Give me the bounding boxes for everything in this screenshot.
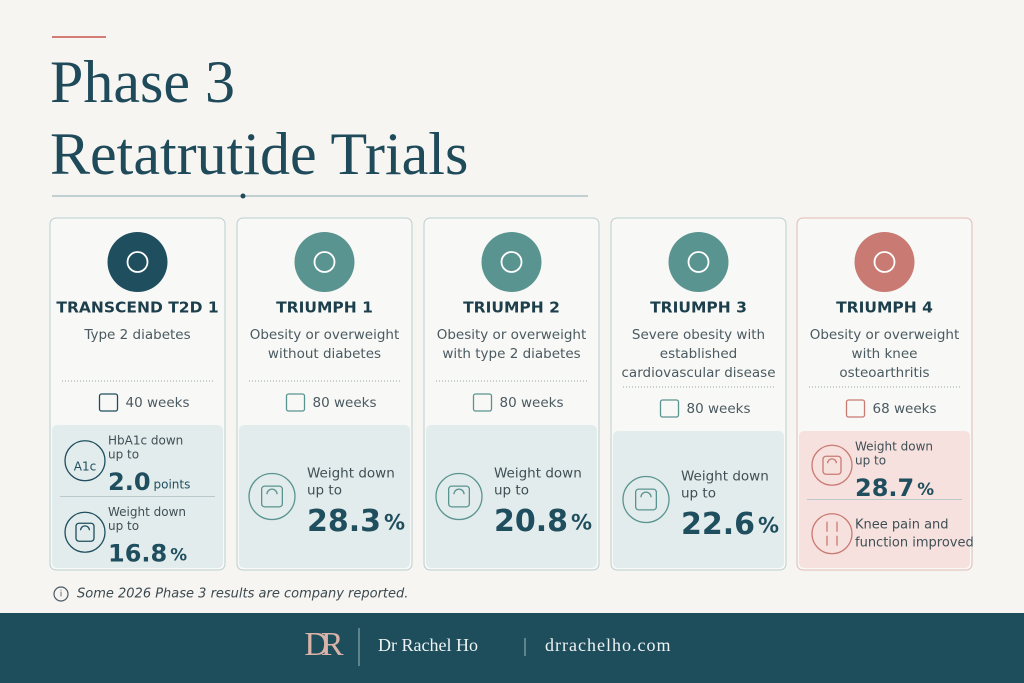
calendar-icon — [285, 393, 306, 412]
rule-dot — [240, 193, 246, 199]
trial-name: TRANSCEND T2D 1 — [56, 299, 218, 317]
card-icon-glyph — [126, 251, 149, 273]
trial-name: TRIUMPH 3 — [650, 299, 747, 317]
card-icon-glyph — [873, 251, 896, 273]
title-line: Phase 3 — [50, 49, 235, 115]
trial-name: TRIUMPH 1 — [276, 299, 373, 317]
result-unit: % — [384, 511, 405, 535]
duration: 68 weeks — [873, 401, 937, 417]
result-unit: % — [571, 511, 592, 535]
result-icon — [75, 522, 95, 542]
footer-bar — [0, 613, 1024, 683]
trial-name: TRIUMPH 4 — [836, 299, 933, 317]
result-icon — [826, 458, 838, 464]
cards: TRANSCEND T2D 1 Type 2 diabetes 40 weeks A1… — [49, 217, 974, 571]
result-icon — [635, 488, 658, 511]
result-value: 2.0 — [108, 468, 151, 496]
result-panel — [613, 431, 784, 568]
calendar-icon — [845, 399, 866, 418]
result-icon — [811, 513, 853, 555]
result-value: 22.6 — [681, 507, 755, 542]
card-icon — [294, 232, 355, 292]
result-icon-text: A1c — [74, 459, 96, 473]
result-label: up to — [108, 519, 139, 533]
duration: 40 weeks — [126, 395, 190, 411]
calendar-icon — [98, 393, 119, 412]
population: cardiovascular disease — [622, 365, 776, 381]
population: Obesity or overweight — [437, 327, 587, 343]
result-label: Weight down — [681, 469, 769, 485]
result-label: HbA1c down — [108, 434, 183, 448]
result-unit: points — [154, 478, 191, 492]
result-panel — [239, 425, 410, 568]
result-label: up to — [307, 483, 342, 499]
population: Obesity or overweight — [250, 327, 400, 343]
result-unit: % — [758, 514, 779, 538]
result-label: up to — [681, 486, 716, 502]
card-icon — [107, 232, 168, 292]
result-value: 20.8 — [494, 504, 568, 539]
result-unit: % — [917, 479, 934, 499]
calendar-icon — [659, 399, 680, 418]
card-icon — [854, 232, 915, 292]
result-label: Weight down — [855, 440, 933, 454]
duration: 80 weeks — [313, 395, 377, 411]
result-panel — [426, 425, 597, 568]
duration: 80 weeks — [500, 395, 564, 411]
title-line: Retatrutide Trials — [50, 121, 468, 187]
card-icon-glyph — [500, 251, 523, 273]
result-icon — [64, 440, 106, 482]
result-icon — [826, 521, 838, 546]
population: osteoarthritis — [839, 365, 929, 381]
footer-name: Dr Rachel Ho — [378, 635, 478, 655]
card-icon-glyph — [313, 251, 336, 273]
footnote: Some 2026 Phase 3 results are company re… — [77, 587, 408, 602]
population: Type 2 diabetes — [83, 327, 190, 343]
result-icon — [447, 485, 470, 508]
result-label: up to — [855, 454, 886, 468]
result-icon — [822, 455, 842, 475]
trial-name: TRIUMPH 2 — [463, 299, 560, 317]
result-icon — [248, 472, 296, 521]
card-icon-glyph — [687, 251, 710, 273]
info-glyph: i — [60, 590, 63, 600]
result-icon — [266, 488, 278, 495]
result-label: up to — [108, 448, 139, 462]
result-icon — [811, 444, 853, 486]
population: Obesity or overweight — [810, 327, 960, 343]
result-value: 28.7 — [855, 474, 914, 502]
result-icon — [435, 472, 483, 521]
result-icon — [64, 511, 106, 553]
result-label: Weight down — [307, 466, 395, 482]
result-icon — [453, 488, 465, 495]
population: with type 2 diabetes — [442, 346, 580, 362]
population: with knee — [852, 346, 918, 362]
result-icon — [640, 491, 652, 498]
result-label: function improved — [855, 535, 974, 550]
result-icon — [260, 485, 283, 508]
result-label: Weight down — [494, 466, 582, 482]
card-icon — [481, 232, 542, 292]
population: established — [660, 346, 737, 362]
population: Severe obesity with — [632, 327, 765, 343]
card-icon — [668, 232, 729, 292]
population: without diabetes — [268, 346, 381, 362]
footer-site: drrachelho.com — [545, 635, 671, 655]
calendar-icon — [472, 393, 493, 412]
result-unit: % — [170, 545, 187, 565]
result-label: up to — [494, 483, 529, 499]
info-icon — [53, 586, 69, 602]
result-icon — [79, 525, 91, 531]
result-value: 16.8 — [108, 540, 167, 568]
result-label: Knee pain and — [855, 517, 949, 532]
result-label: Weight down — [108, 505, 186, 519]
result-icon — [622, 475, 670, 524]
result-value: 28.3 — [307, 504, 381, 539]
duration: 80 weeks — [687, 401, 751, 417]
